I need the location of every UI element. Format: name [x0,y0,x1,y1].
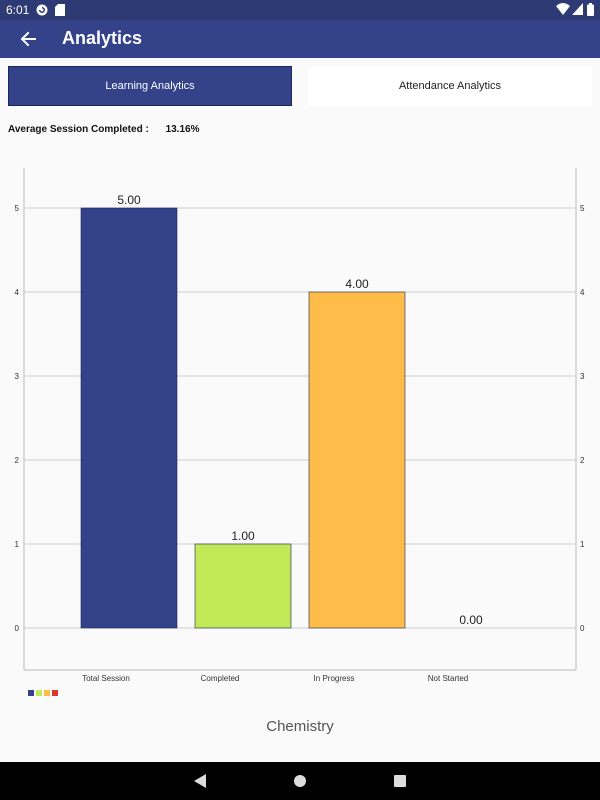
wifi-icon [556,3,570,15]
bar [80,207,178,629]
y-tick-label-right: 4 [580,288,585,297]
app-bar: Analytics [0,20,600,58]
bar-chart: 0 0 1 1 2 2 3 3 4 4 5 5 5.00 Total Session 1.00 Complet… [15,168,585,683]
y-tick-label-right: 3 [580,372,585,381]
chart-title: Chemistry [266,718,334,735]
battery-icon [587,3,594,16]
legend-swatch [36,690,42,696]
data-label: 4.00 [345,277,369,291]
y-tick-label-left: 4 [15,288,20,297]
home-circle-icon[interactable] [293,773,307,789]
y-tick-label-left: 1 [15,540,20,549]
sd-card-icon [55,4,65,16]
status-time: 6:01 [6,3,30,17]
legend-swatch [52,690,58,696]
y-tick-label-left: 5 [15,204,20,213]
chart-legend [28,690,58,696]
tab-learning-analytics[interactable]: Learning Analytics [8,66,292,106]
page-title: Analytics [62,28,143,48]
y-tick-label-right: 5 [580,204,585,213]
x-tick-label: Total Session [82,674,130,683]
y-tick-label-left: 3 [15,372,20,381]
x-tick-label: Not Started [428,674,468,683]
back-triangle-icon[interactable] [193,773,207,789]
y-tick-label-left: 2 [15,456,20,465]
bar [308,291,406,629]
status-bar: 6:01 [0,0,600,20]
data-label: 0.00 [459,613,483,627]
tab-learning-analytics-label: Learning Analytics [105,80,195,92]
bar [194,543,292,629]
y-tick-label-right: 2 [580,456,585,465]
pocket-casts-icon [36,4,48,16]
tab-attendance-analytics-label: Attendance Analytics [398,80,502,92]
y-tick-label-left: 0 [15,624,20,633]
x-tick-label: Completed [201,674,240,683]
navigation-bar [0,762,600,800]
legend-swatch [28,690,34,696]
tab-attendance-analytics[interactable]: Attendance Analytics [308,66,592,106]
y-tick-label-right: 1 [580,540,585,549]
data-label: 1.00 [231,529,255,543]
y-tick-label-right: 0 [580,624,585,633]
average-session-label: Average Session Completed : [8,124,149,135]
legend-swatch [44,690,50,696]
recents-square-icon[interactable] [394,773,406,789]
arrow-back-icon[interactable] [18,28,40,50]
cellular-icon [572,3,583,15]
data-label: 5.00 [117,193,141,207]
x-tick-label: In Progress [314,674,355,683]
average-session-summary: Average Session Completed : 13.16% [8,124,199,135]
average-session-value: 13.16% [165,124,200,135]
